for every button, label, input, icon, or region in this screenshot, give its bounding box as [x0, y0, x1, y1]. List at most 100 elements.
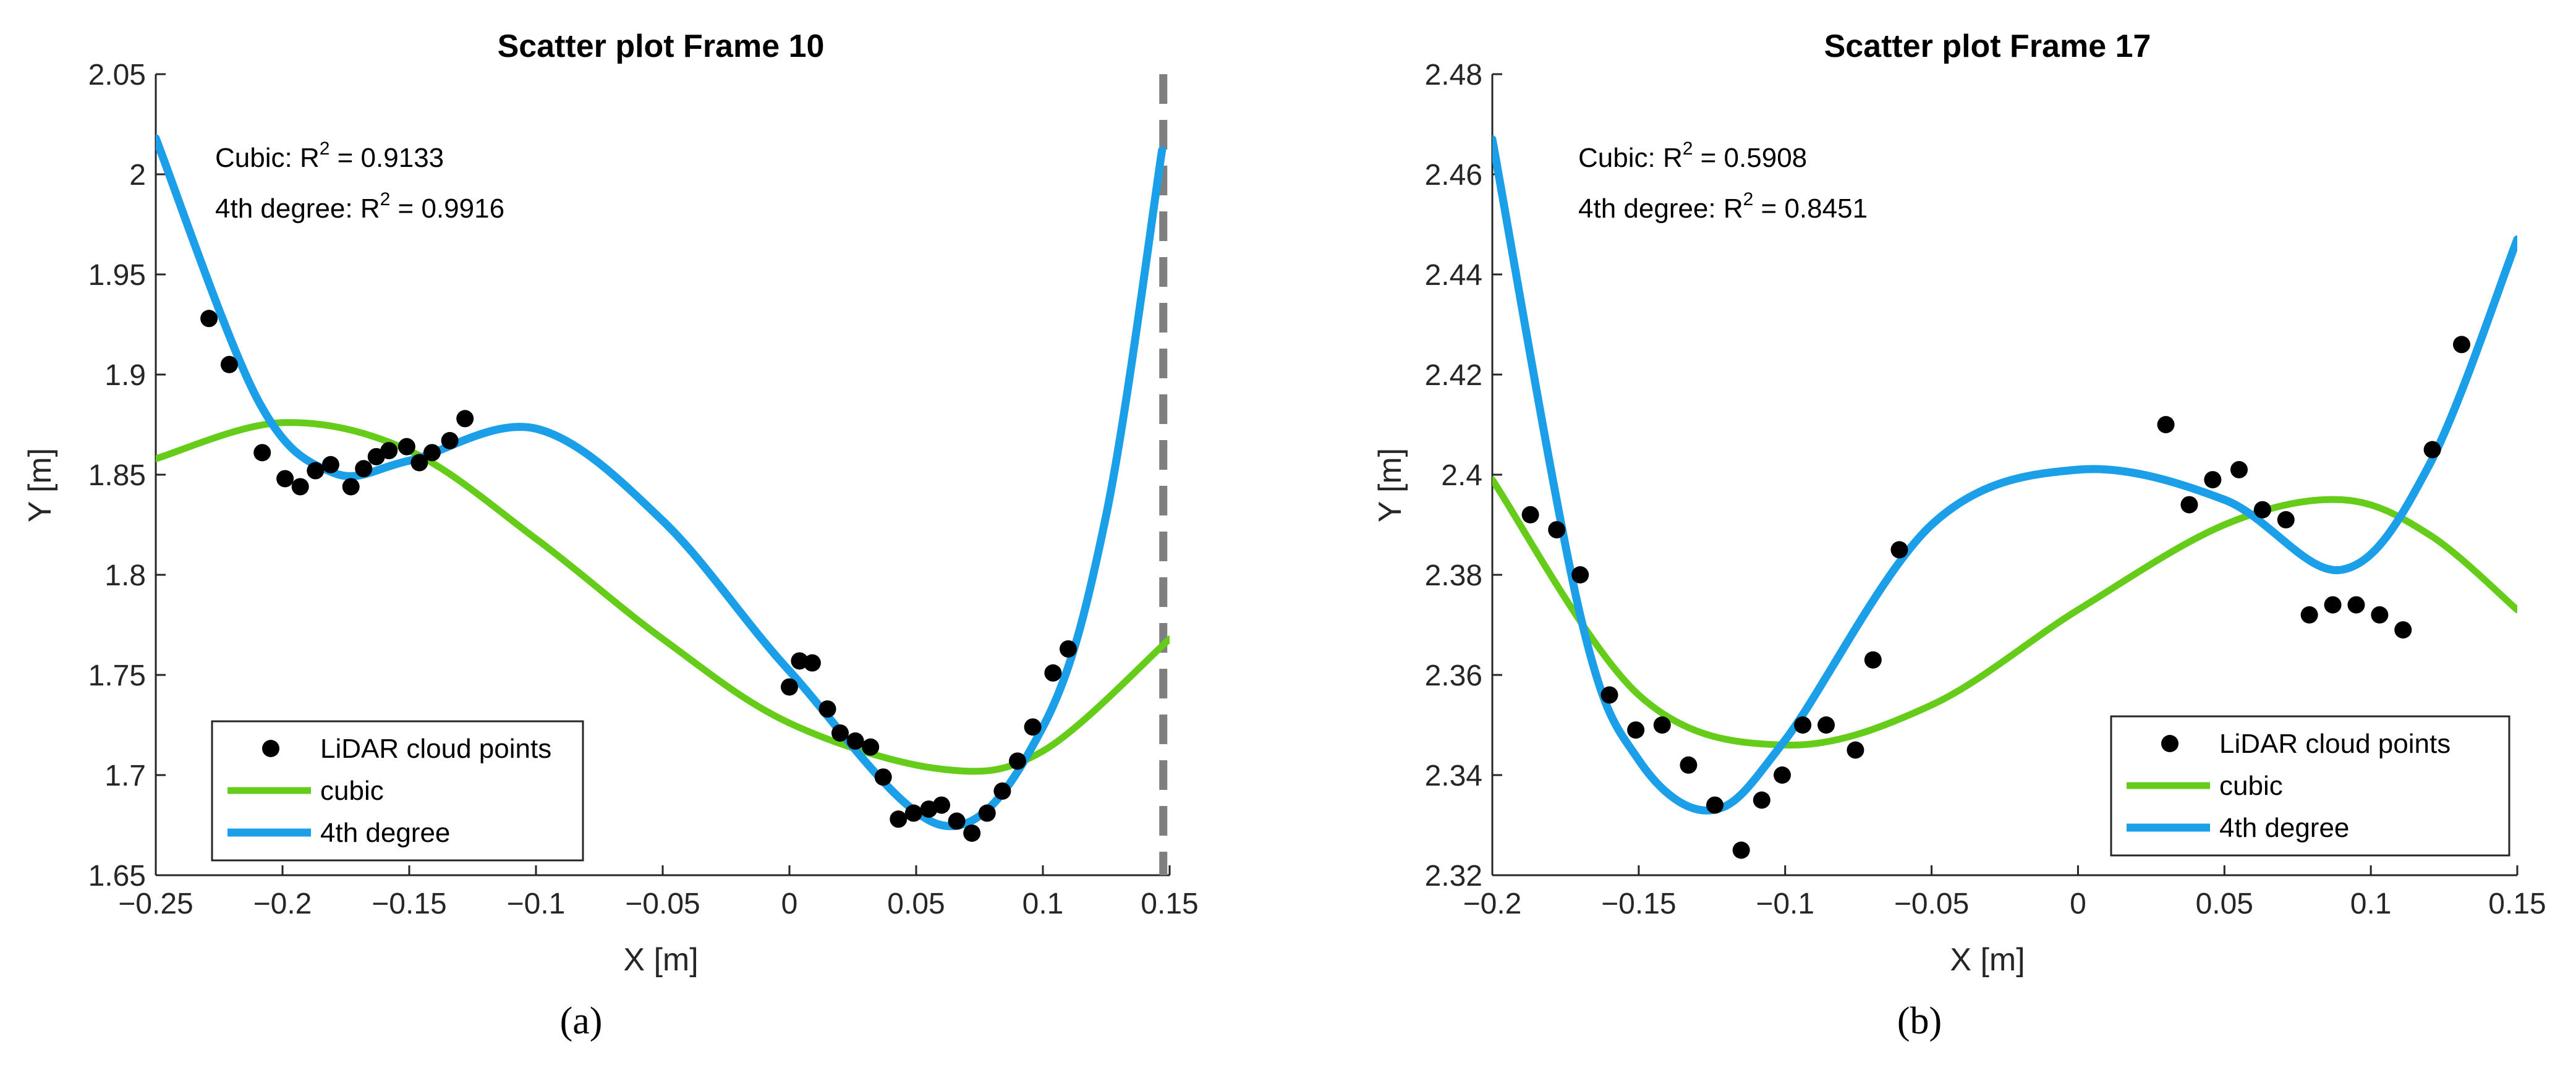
- annotation-prefix: Cubic: R: [215, 143, 320, 173]
- x-axis-label: X [m]: [623, 942, 698, 978]
- lidar-point: [410, 454, 428, 472]
- lidar-point: [441, 431, 459, 449]
- y-tick-label: 1.65: [88, 860, 146, 893]
- lidar-point: [2204, 471, 2222, 489]
- x-tick-label: 0.05: [887, 888, 945, 920]
- annotation-superscript: 2: [1683, 138, 1693, 159]
- lidar-point: [1890, 541, 1908, 559]
- x-tick-label: 0.15: [2488, 888, 2546, 920]
- lidar-point: [1548, 521, 1566, 539]
- lidar-point: [1600, 686, 1618, 704]
- lidar-point: [1732, 841, 1750, 859]
- annotation-prefix: 4th degree: R: [1578, 193, 1743, 224]
- lidar-point: [803, 654, 821, 672]
- lidar-point: [1847, 741, 1864, 759]
- chart-title: Scatter plot Frame 10: [498, 28, 825, 64]
- x-tick-label: −0.15: [372, 888, 446, 920]
- annotation-value: = 0.9916: [390, 193, 504, 224]
- lidar-point: [2347, 596, 2365, 614]
- lidar-point: [1009, 752, 1026, 770]
- lidar-point: [1753, 791, 1770, 809]
- y-tick-label: 1.95: [88, 259, 146, 292]
- lidar-point: [2394, 621, 2412, 639]
- x-tick-label: −0.15: [1601, 888, 1676, 920]
- y-tick-label: 2.44: [1425, 259, 1482, 292]
- annotation-superscript: 2: [380, 189, 391, 210]
- lidar-point: [791, 652, 809, 670]
- lidar-point: [1044, 664, 1062, 682]
- x-tick-label: 0: [2070, 888, 2086, 920]
- lidar-point: [781, 678, 798, 696]
- lidar-point: [321, 456, 339, 473]
- y-tick-label: 2.48: [1425, 59, 1482, 91]
- x-tick-label: −0.05: [625, 888, 700, 920]
- lidar-point: [291, 478, 309, 496]
- lidar-point: [397, 438, 415, 456]
- x-axis-label: X [m]: [1950, 942, 2025, 978]
- lidar-point: [276, 470, 294, 488]
- y-tick-label: 2.32: [1425, 860, 1482, 893]
- x-tick-label: 0.1: [1022, 888, 1064, 920]
- r2-annotation: 4th degree: R2 = 0.8451: [1578, 189, 1868, 224]
- legend-point-marker: [262, 740, 279, 757]
- lidar-point: [948, 812, 966, 830]
- y-tick-label: 1.8: [104, 559, 146, 592]
- lidar-point: [1680, 756, 1698, 774]
- lidar-point: [2277, 511, 2295, 528]
- y-tick-label: 2.42: [1425, 359, 1482, 392]
- chart-title: Scatter plot Frame 17: [1824, 28, 2151, 64]
- lidar-point: [307, 462, 325, 480]
- lidar-point: [904, 804, 922, 822]
- lidar-point: [2180, 496, 2198, 514]
- r2-annotation: Cubic: R2 = 0.5908: [1578, 138, 1807, 173]
- panel-b: Scatter plot Frame 17 X [m] Y [m] (b) −0…: [1372, 28, 2546, 1042]
- x-tick-label: 0.1: [2350, 888, 2392, 920]
- legend-entry: 4th degree: [320, 818, 450, 848]
- x-tick-label: −0.2: [253, 888, 312, 920]
- x-tick-label: −0.2: [1463, 888, 1522, 920]
- x-tick-label: −0.25: [118, 888, 193, 920]
- lidar-point: [993, 782, 1011, 800]
- y-axis-label: Y [m]: [22, 448, 58, 522]
- quartic-fit-line: [156, 134, 1167, 831]
- x-tick-label: 0: [781, 888, 798, 920]
- panel-label: (a): [560, 1000, 603, 1042]
- x-tick-label: 0.05: [2196, 888, 2253, 920]
- annotation-value: = 0.9133: [329, 143, 444, 173]
- y-axis-label: Y [m]: [1372, 448, 1408, 522]
- lidar-point: [846, 732, 864, 750]
- panel-a: Scatter plot Frame 10 X [m] Y [m] (a) −0…: [22, 28, 1199, 1042]
- lidar-point: [380, 442, 398, 460]
- quartic-fit-line: [1492, 135, 2517, 815]
- legend-entry: 4th degree: [2219, 813, 2349, 843]
- lidar-point: [2452, 336, 2470, 354]
- legend-entry: cubic: [320, 776, 384, 806]
- y-tick-label: 1.75: [88, 659, 146, 692]
- r2-annotation: 4th degree: R2 = 0.9916: [215, 189, 504, 224]
- legend-entry: LiDAR cloud points: [2219, 729, 2451, 759]
- y-tick-label: 2: [129, 159, 146, 192]
- y-tick-label: 2.4: [1441, 459, 1482, 492]
- y-tick-label: 2.46: [1425, 159, 1482, 192]
- lidar-point: [1521, 506, 1539, 524]
- cubic-fit-line: [156, 419, 1170, 775]
- x-tick-label: −0.1: [1756, 888, 1814, 920]
- y-tick-label: 2.38: [1425, 559, 1482, 592]
- lidar-point: [963, 824, 981, 842]
- lidar-point: [818, 700, 836, 718]
- annotation-prefix: Cubic: R: [1578, 143, 1683, 173]
- legend-entry: LiDAR cloud points: [320, 734, 551, 764]
- lidar-point: [2253, 501, 2271, 519]
- r2-annotation: Cubic: R2 = 0.9133: [215, 138, 444, 173]
- lidar-point: [2300, 606, 2318, 624]
- y-tick-label: 2.36: [1425, 659, 1482, 692]
- lidar-point: [874, 768, 892, 786]
- y-tick-label: 1.9: [104, 359, 146, 392]
- lidar-point: [2157, 416, 2175, 433]
- lidar-point: [1817, 716, 1835, 734]
- lidar-point: [2371, 606, 2389, 624]
- lidar-point: [1864, 651, 1882, 669]
- annotation-prefix: 4th degree: R: [215, 193, 380, 224]
